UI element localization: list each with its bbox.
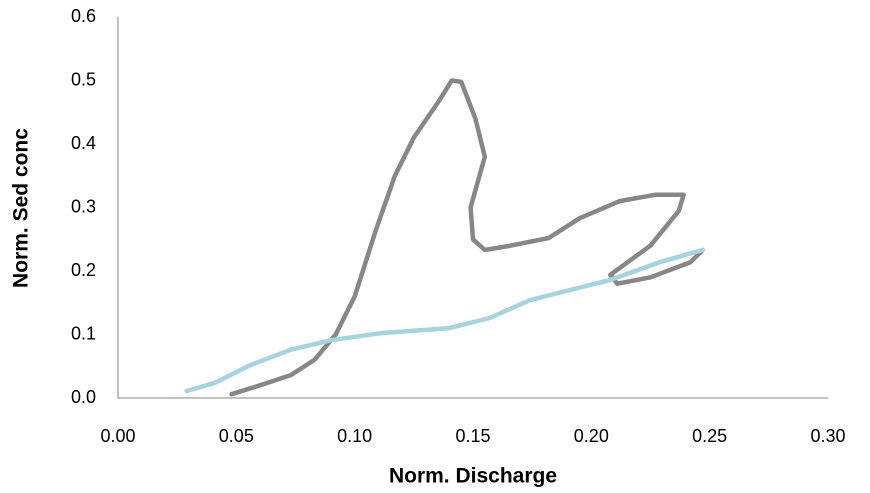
y-tick-label: 0.4 <box>71 133 96 153</box>
x-axis-title: Norm. Discharge <box>389 465 557 488</box>
x-tick-label: 0.10 <box>337 426 372 446</box>
y-axis-title: Norm. Sed conc <box>10 128 33 288</box>
y-tick-label: 0.2 <box>71 260 96 280</box>
x-tick-label: 0.30 <box>810 426 845 446</box>
y-tick-label: 0.3 <box>71 196 96 216</box>
x-tick-label: 0.25 <box>692 426 727 446</box>
y-tick-label: 0.6 <box>71 6 96 26</box>
x-tick-label: 0.15 <box>455 426 490 446</box>
x-tick-label: 0.05 <box>219 426 254 446</box>
series-line <box>229 78 705 397</box>
y-tick-label: 0.1 <box>71 323 96 343</box>
series-line <box>184 247 705 394</box>
y-tick-label: 0.5 <box>71 69 96 89</box>
y-tick-label: 0.0 <box>71 387 96 407</box>
x-tick-label: 0.20 <box>574 426 609 446</box>
x-tick-label: 0.00 <box>100 426 135 446</box>
